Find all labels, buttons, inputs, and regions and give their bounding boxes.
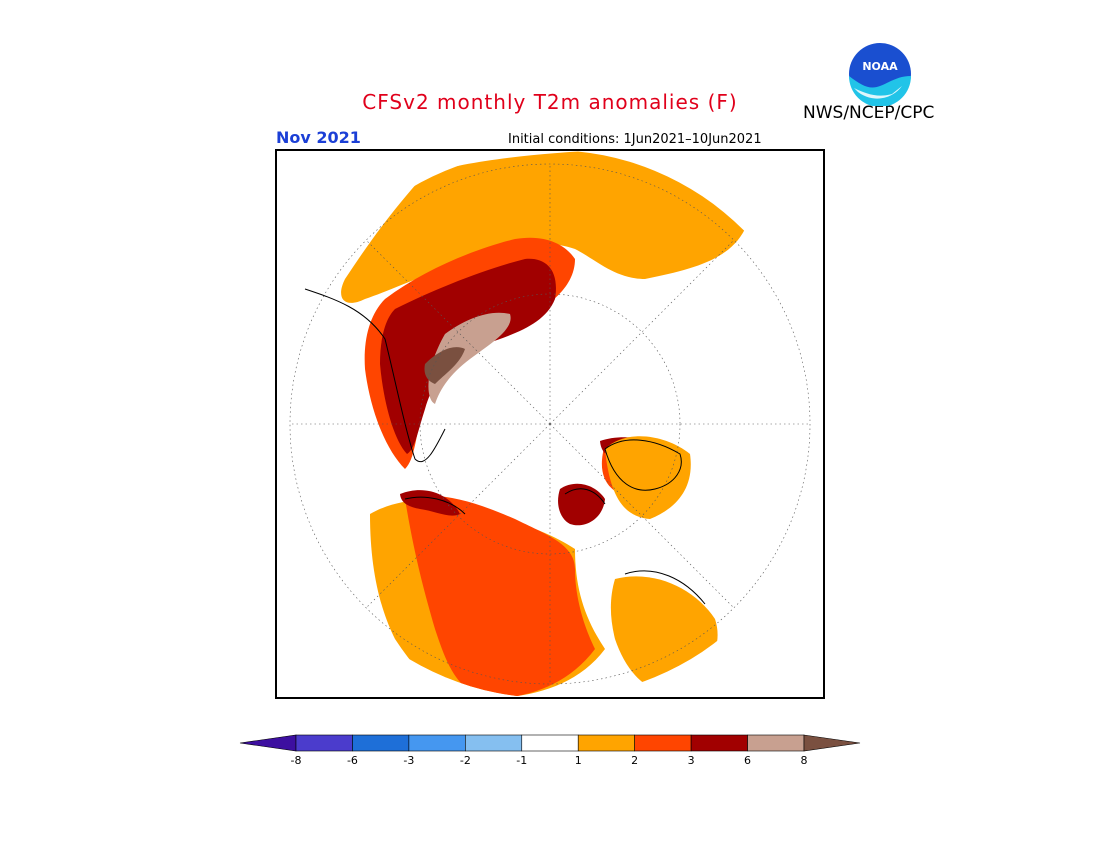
colorbar-cell — [747, 734, 805, 752]
agency-label: NWS/NCEP/CPC — [803, 103, 935, 123]
colorbar-tick-label: -3 — [403, 754, 414, 767]
logo-lettering: NOAA — [862, 60, 898, 73]
colorbar-tick-label: -1 — [516, 754, 527, 767]
latitude-circle-outer — [289, 163, 811, 685]
colorbar-cell — [634, 734, 692, 752]
colorbar-ticks: -8 -6 -3 -2 -1 1 2 3 6 8 — [291, 754, 808, 767]
colorbar: -8 -6 -3 -2 -1 1 2 3 6 8 — [239, 734, 861, 767]
colorbar-tick-label: -8 — [291, 754, 302, 767]
anomaly-region-eurasia-3-6 — [380, 258, 556, 454]
colorbar-cell — [352, 734, 410, 752]
forecast-month: Nov 2021 — [276, 128, 361, 147]
colorbar-cell — [521, 734, 579, 752]
colorbar-tick-label: -6 — [347, 754, 358, 767]
colorbar-tick-label: 1 — [575, 754, 582, 767]
anomaly-region-arctic-islands — [558, 483, 605, 526]
latitude-circle-inner — [419, 293, 681, 555]
colorbar-tick-label: 3 — [688, 754, 695, 767]
map-frame — [275, 149, 825, 699]
colorbar-cell — [690, 734, 748, 752]
colorbar-cell — [295, 734, 353, 752]
anomaly-region-europe — [605, 436, 691, 519]
colorbar-tick-label: 2 — [631, 754, 638, 767]
anomaly-region-canada-3-6 — [400, 490, 460, 516]
colorbar-tick-label: -2 — [460, 754, 471, 767]
noaa-logo: NOAA — [849, 43, 911, 106]
colorbar-cells — [239, 734, 861, 752]
colorbar-cell-above-max — [803, 734, 861, 752]
polar-anomaly-map — [275, 149, 825, 699]
anomaly-region-eurasia-6-8 — [428, 312, 511, 404]
colorbar-cell — [577, 734, 635, 752]
anomaly-region-eurasia-gt8 — [424, 347, 465, 384]
anomaly-region-canada — [405, 495, 595, 698]
map-title: CFSv2 monthly T2m anomalies (F) — [362, 90, 738, 114]
colorbar-tick-label: 6 — [744, 754, 751, 767]
meridian-lines — [290, 164, 810, 684]
colorbar-cell — [408, 734, 466, 752]
anomaly-region-eurasia-1-2 — [341, 150, 745, 303]
coastlines — [304, 288, 706, 605]
colorbar-cell — [465, 734, 523, 752]
colorbar-cell-below-min — [239, 734, 297, 752]
initial-conditions: Initial conditions: 1Jun2021–10Jun2021 — [508, 132, 762, 147]
colorbar-tick-label: 8 — [801, 754, 808, 767]
